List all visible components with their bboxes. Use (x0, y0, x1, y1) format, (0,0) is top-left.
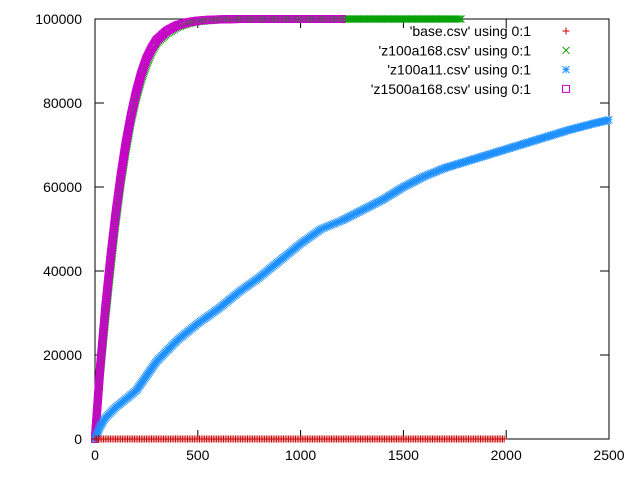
series-marker (168, 23, 177, 32)
x-tick-label: 0 (91, 447, 99, 463)
x-tick-label: 1500 (388, 447, 419, 463)
series-marker (167, 24, 176, 33)
legend-marker (562, 27, 570, 35)
series-marker (336, 15, 345, 23)
x-tick-label: 1000 (285, 447, 316, 463)
series-marker (414, 15, 423, 23)
legend-entry: 'z100a11.csv' using 0:1 (387, 62, 570, 78)
x-tick-label: 2000 (491, 447, 522, 463)
x-tick-label: 2500 (593, 447, 624, 463)
y-axis-ticks: 0 20000 40000 60000 80000 100000 (35, 11, 609, 447)
series-marker (435, 15, 444, 23)
series-marker (362, 203, 371, 212)
x-tick-label: 500 (186, 447, 210, 463)
y-tick-label: 100000 (35, 11, 82, 27)
series-marker (373, 15, 382, 23)
series-2 (91, 115, 613, 443)
series-marker (603, 116, 612, 125)
legend-marker (562, 46, 570, 55)
series-marker (453, 15, 462, 23)
legend: 'base.csv' using 0:1 'z100a168.csv' using… (371, 23, 570, 97)
series-marker (141, 58, 150, 67)
legend-marker (562, 84, 570, 93)
series-3 (91, 15, 346, 443)
y-tick-label: 20000 (43, 347, 82, 363)
legend-label: 'z1500a168.csv' using 0:1 (371, 81, 531, 97)
legend-entry: 'base.csv' using 0:1 (410, 23, 570, 39)
y-tick-label: 40000 (43, 263, 82, 279)
series-marker (149, 41, 158, 50)
legend-label: 'z100a168.csv' using 0:1 (379, 42, 532, 58)
plot-frame (94, 18, 610, 440)
y-tick-label: 80000 (43, 95, 82, 111)
series-marker (455, 15, 464, 23)
legend-label: 'z100a11.csv' using 0:1 (387, 62, 531, 78)
series-marker (394, 15, 403, 23)
series-marker (159, 30, 168, 39)
legend-marker (562, 65, 570, 74)
series-layer (91, 15, 613, 443)
series-marker (452, 15, 460, 23)
legend-entry: 'z1500a168.csv' using 0:1 (371, 81, 570, 97)
y-tick-label: 0 (74, 431, 82, 447)
legend-entry: 'z100a168.csv' using 0:1 (379, 42, 570, 58)
series-marker (170, 22, 179, 31)
series-marker (498, 435, 506, 443)
y-tick-label: 60000 (43, 179, 82, 195)
x-axis-ticks: 0 500 1000 1500 2000 2500 (91, 19, 625, 463)
series-0 (91, 435, 508, 443)
legend-label: 'base.csv' using 0:1 (410, 23, 532, 39)
series-marker (353, 15, 361, 23)
